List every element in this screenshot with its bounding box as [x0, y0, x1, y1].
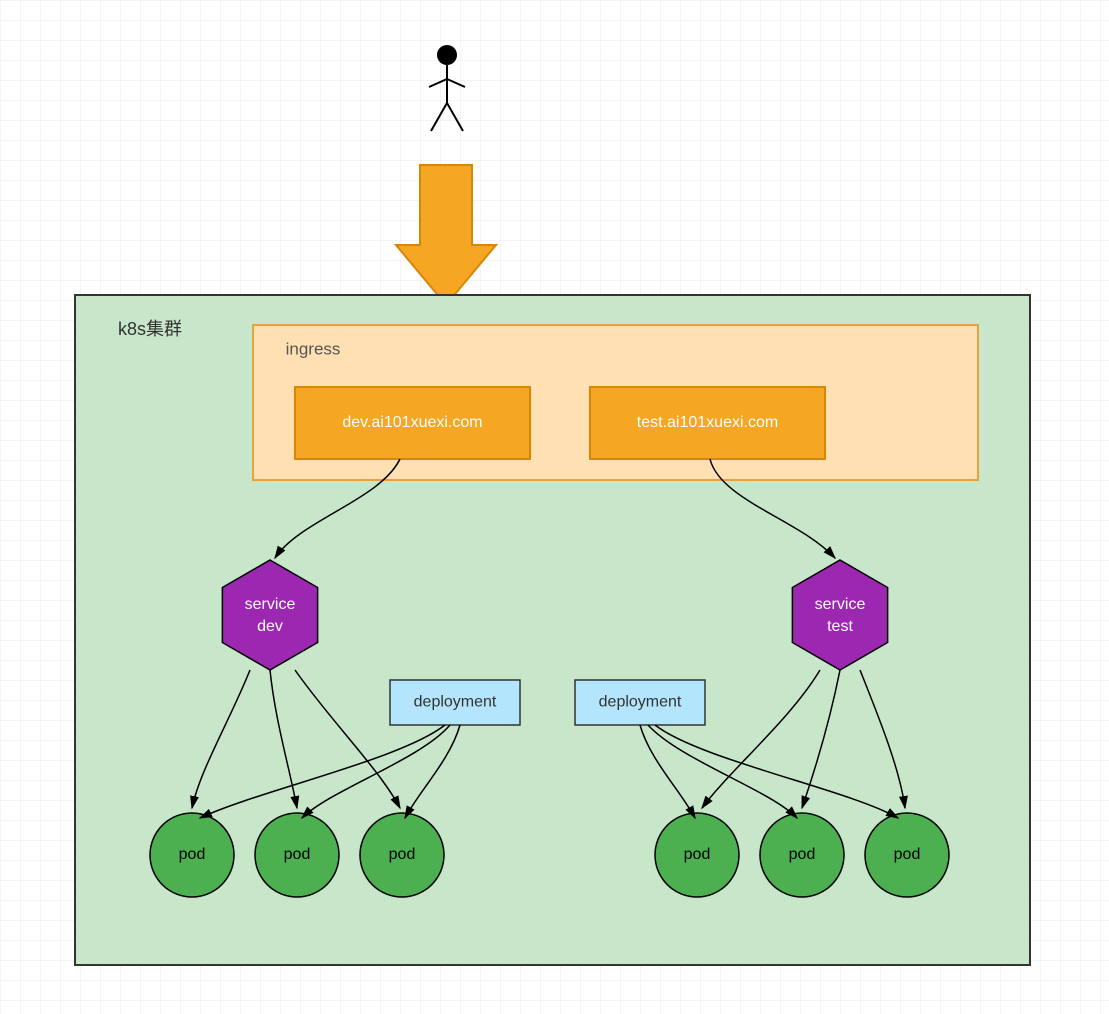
- pod-label: pod: [284, 846, 311, 863]
- pod-label: pod: [894, 846, 921, 863]
- service-label: service: [245, 596, 296, 613]
- pod-label: pod: [789, 846, 816, 863]
- k8s-architecture-diagram: k8s集群 ingress dev.ai101xuexi.com test.ai101…: [0, 0, 1109, 1014]
- service-sublabel: test: [827, 618, 853, 635]
- deployment-label: deployment: [414, 694, 497, 711]
- pod-label: pod: [179, 846, 206, 863]
- deployment-label: deployment: [599, 694, 682, 711]
- ingress-label: ingress: [286, 339, 341, 358]
- domain-label: dev.ai101xuexi.com: [342, 414, 482, 431]
- pod-label: pod: [389, 846, 416, 863]
- domain-label: test.ai101xuexi.com: [637, 414, 778, 431]
- service-label: service: [815, 596, 866, 613]
- k8s-cluster-label: k8s集群: [118, 319, 182, 339]
- service-sublabel: dev: [257, 618, 283, 635]
- pod-label: pod: [684, 846, 711, 863]
